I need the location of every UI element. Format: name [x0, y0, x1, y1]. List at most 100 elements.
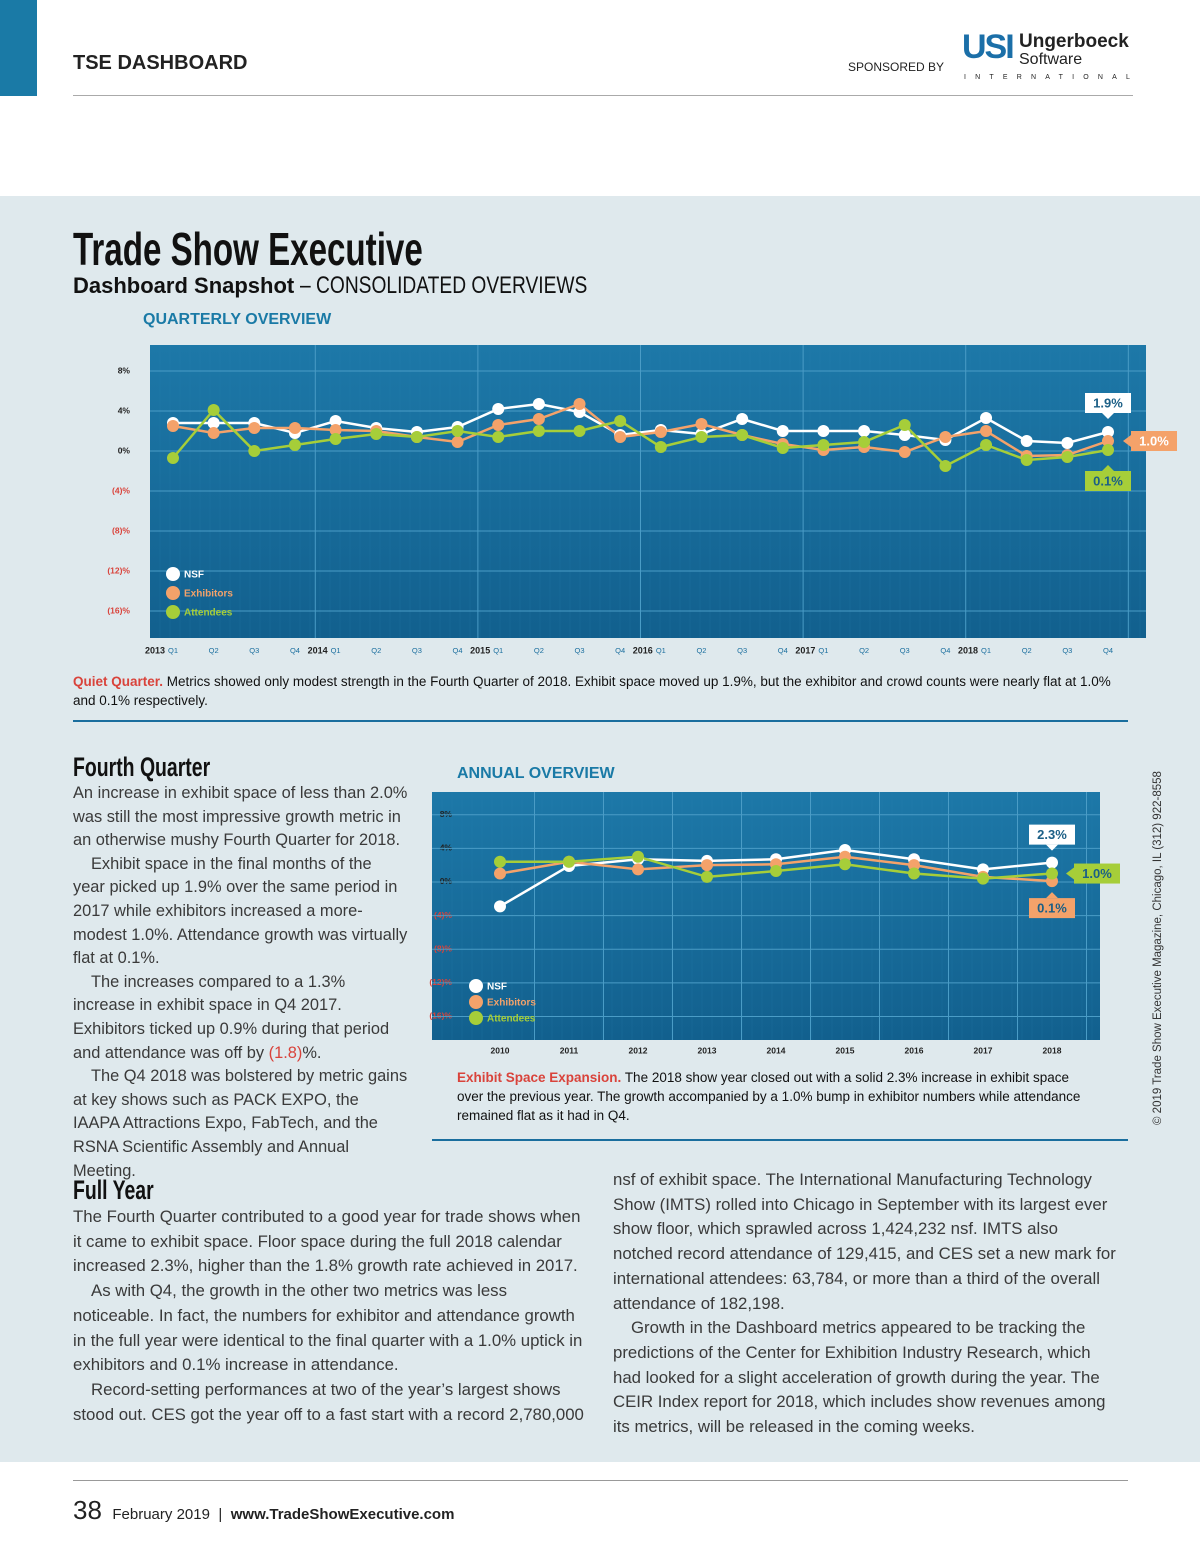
data-point [492, 419, 505, 431]
x-tick-label: Q1 [493, 646, 503, 655]
data-point [770, 865, 782, 878]
legend-marker [166, 605, 180, 619]
text-run: The increases compared to a 1.3% increas… [73, 972, 390, 1062]
data-point [492, 431, 505, 443]
data-point [632, 863, 644, 876]
side-credit: © 2019 Trade Show Executive Magazine, Ch… [1152, 771, 1164, 1125]
data-point [977, 872, 989, 885]
paragraph: The increases compared to a 1.3% increas… [73, 971, 408, 1065]
data-point [632, 850, 644, 863]
subtitle-rest: – CONSOLIDATED OVERVIEWS [300, 272, 588, 299]
y-tick-label: 4% [440, 843, 453, 853]
x-tick-label: Q2 [859, 646, 869, 655]
callout-box [1085, 393, 1131, 413]
data-point [695, 431, 708, 443]
legend-marker [469, 979, 483, 993]
chart-caption: Quiet Quarter. Metrics showed only modes… [73, 672, 1133, 710]
x-tick-label: Q2 [696, 646, 706, 655]
legend-marker [469, 995, 483, 1009]
y-tick-label: 4% [118, 405, 131, 415]
legend-marker [166, 567, 180, 581]
data-point [573, 398, 586, 410]
series-line [172, 408, 1109, 468]
callout-pointer [1046, 844, 1058, 851]
legend-label: NSF [184, 570, 204, 581]
callout-box [1029, 898, 1075, 919]
callout-pointer [1102, 465, 1114, 471]
x-tick-label: Q2 [534, 646, 544, 655]
y-tick-label: (16)% [429, 1011, 452, 1021]
data-point [614, 415, 627, 427]
section-heading: Fourth Quarter [73, 752, 264, 783]
x-tick-label: Q3 [249, 646, 259, 655]
data-point [451, 425, 464, 437]
year-label: 2017 [795, 645, 815, 655]
caption-lead: Exhibit Space Expansion. [457, 1070, 622, 1085]
footer-rule [73, 1480, 1128, 1481]
data-point [329, 424, 342, 436]
x-tick-label: Q4 [290, 646, 300, 655]
data-label: 2.3% [1037, 827, 1067, 842]
data-point [451, 436, 464, 448]
callout-pointer [1123, 435, 1131, 447]
data-point [939, 460, 952, 472]
chart-caption: Exhibit Space Expansion. The 2018 show y… [457, 1068, 1087, 1125]
legend-marker [469, 1011, 483, 1025]
data-point [908, 859, 920, 872]
data-point [695, 418, 708, 430]
section-tab [0, 0, 37, 96]
data-point [288, 422, 301, 434]
url[interactable]: www.TradeShowExecutive.com [230, 1506, 455, 1523]
y-tick-label: 8% [440, 809, 453, 819]
x-tick-label: 2014 [767, 1045, 786, 1055]
fourth-quarter-text: An increase in exhibit space of less tha… [73, 782, 408, 1183]
data-point [980, 439, 993, 451]
x-tick-label: Q3 [412, 646, 422, 655]
x-tick-label: Q4 [940, 646, 950, 655]
masthead-subtitle: Dashboard Snapshot – CONSOLIDATED OVERVI… [73, 272, 660, 300]
y-tick-label: (8)% [112, 525, 130, 535]
data-point [288, 439, 301, 451]
y-tick-label: (12)% [429, 977, 452, 987]
text-run: Exhibit space in the final months of the… [73, 854, 408, 968]
x-tick-label: Q1 [656, 646, 666, 655]
text-run: The Q4 2018 was bolstered by metric gain… [73, 1067, 408, 1180]
y-tick-label: (8)% [434, 943, 452, 953]
text-run: %. [302, 1043, 322, 1062]
x-tick-label: Q3 [575, 646, 585, 655]
data-point [1102, 426, 1114, 438]
data-point [167, 452, 179, 464]
data-point [701, 870, 713, 883]
data-point [701, 859, 713, 872]
header-rule [73, 95, 1133, 96]
x-tick-label: Q4 [778, 646, 788, 655]
x-tick-label: 2013 [698, 1045, 717, 1055]
data-label: 0.1% [1093, 473, 1123, 488]
y-tick-label: 0% [118, 445, 131, 455]
issue: February 2019 [112, 1506, 210, 1523]
callout-box [1085, 471, 1131, 491]
data-label: 0.1% [1037, 901, 1067, 916]
data-point [736, 429, 749, 441]
legend-label: Exhibitors [487, 998, 536, 1009]
x-tick-label: Q1 [331, 646, 341, 655]
x-tick-label: Q3 [737, 646, 747, 655]
x-tick-label: Q1 [981, 646, 991, 655]
paragraph: nsf of exhibit space. The International … [613, 1170, 1116, 1313]
x-tick-label: Q3 [900, 646, 910, 655]
caption-lead: Quiet Quarter. [73, 674, 164, 689]
paragraph: Growth in the Dashboard metrics appeared… [613, 1318, 1106, 1437]
subtitle-bold: Dashboard Snapshot [73, 273, 295, 298]
chart-title: QUARTERLY OVERVIEW [143, 311, 332, 328]
y-tick-label: (4)% [112, 485, 130, 495]
data-point [898, 419, 911, 431]
data-point [980, 425, 993, 437]
logo-mark: USI [962, 28, 1015, 66]
masthead-title-text: Trade Show Executive [73, 223, 423, 275]
data-label: 1.0% [1082, 866, 1112, 881]
callout-box [1074, 863, 1120, 884]
data-point [207, 404, 220, 416]
data-point [1020, 454, 1033, 466]
y-tick-label: (12)% [107, 565, 130, 575]
